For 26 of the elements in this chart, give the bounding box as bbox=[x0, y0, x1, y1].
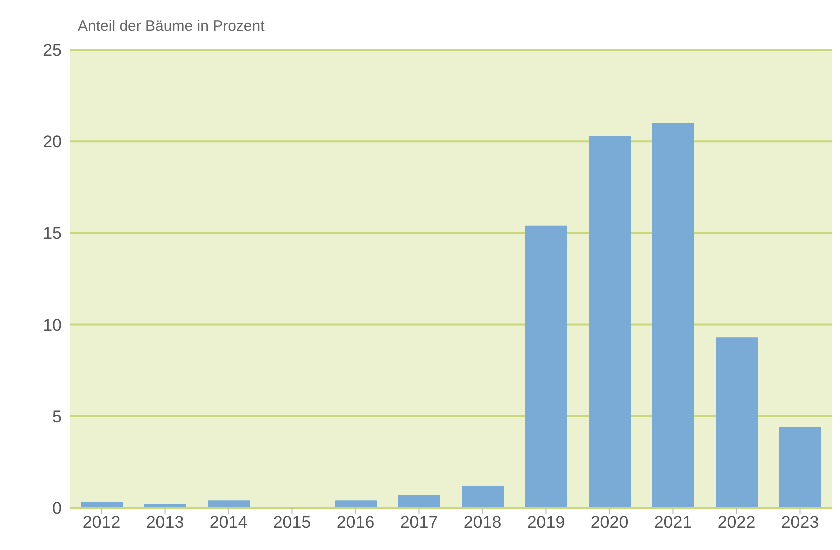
bar bbox=[780, 427, 822, 508]
bar bbox=[526, 226, 568, 508]
y-tick-label: 20 bbox=[43, 132, 62, 152]
y-axis-title: Anteil der Bäume in Prozent bbox=[78, 18, 265, 35]
bar bbox=[589, 136, 631, 508]
x-tick-label: 2015 bbox=[273, 513, 312, 532]
y-tick-label: 15 bbox=[43, 224, 62, 244]
bar bbox=[398, 495, 440, 508]
x-tick-label: 2018 bbox=[464, 513, 502, 532]
x-tick-label: 2021 bbox=[654, 513, 692, 532]
x-tick-label: 2022 bbox=[718, 513, 756, 532]
y-tick-label: 5 bbox=[52, 407, 62, 426]
bar bbox=[652, 123, 694, 508]
bar bbox=[716, 338, 758, 508]
bar bbox=[462, 486, 504, 508]
x-tick-label: 2012 bbox=[82, 513, 121, 532]
y-tick-label: 0 bbox=[52, 499, 62, 518]
x-tick-label: 2020 bbox=[590, 513, 629, 532]
x-tick-label: 2019 bbox=[527, 513, 566, 532]
y-tick-label: 10 bbox=[43, 316, 62, 335]
x-tick-label: 2014 bbox=[210, 513, 248, 532]
x-tick-label: 2013 bbox=[146, 513, 184, 532]
y-tick-label: 25 bbox=[43, 41, 62, 60]
x-tick-label: 2023 bbox=[781, 513, 820, 532]
x-tick-label: 2016 bbox=[336, 513, 375, 532]
x-tick-label: 2017 bbox=[400, 513, 438, 532]
